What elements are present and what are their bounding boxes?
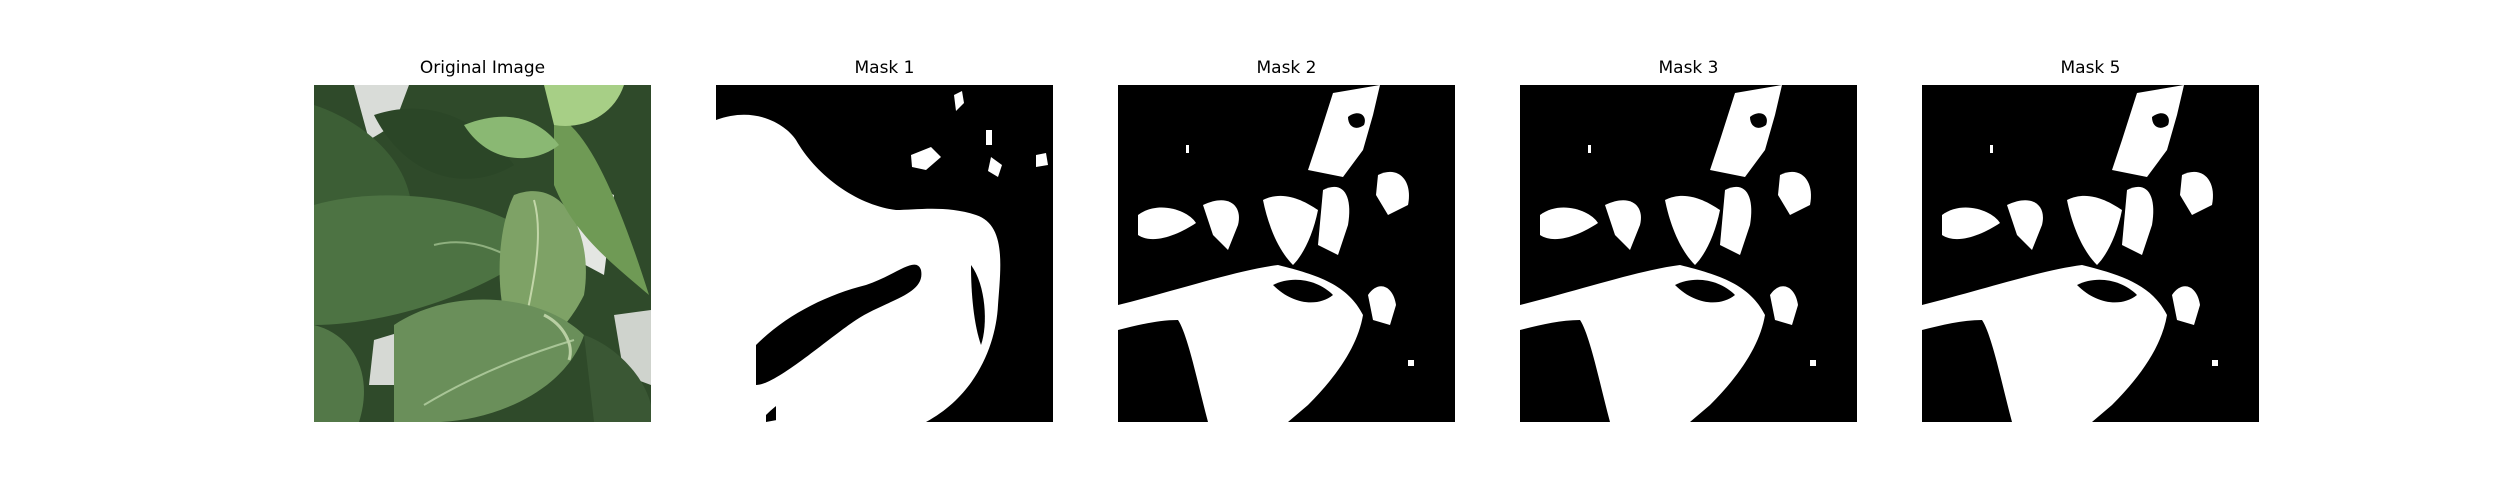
mask-1-image <box>716 85 1053 422</box>
mask-2 <box>1118 85 1455 422</box>
panel-title: Original Image <box>419 58 546 78</box>
mask-2-image <box>1118 85 1455 422</box>
leaf-photo <box>314 85 651 422</box>
panel-title: Mask 5 <box>2060 58 2121 78</box>
original-image <box>314 85 651 422</box>
panel-title: Mask 2 <box>1256 58 1317 78</box>
mask-1 <box>716 85 1053 422</box>
mask-5 <box>1922 85 2259 422</box>
mask-3 <box>1520 85 1857 422</box>
mask-5-image <box>1922 85 2259 422</box>
panel-title: Mask 1 <box>854 58 915 78</box>
mask-3-image <box>1520 85 1857 422</box>
panel-title: Mask 3 <box>1658 58 1719 78</box>
